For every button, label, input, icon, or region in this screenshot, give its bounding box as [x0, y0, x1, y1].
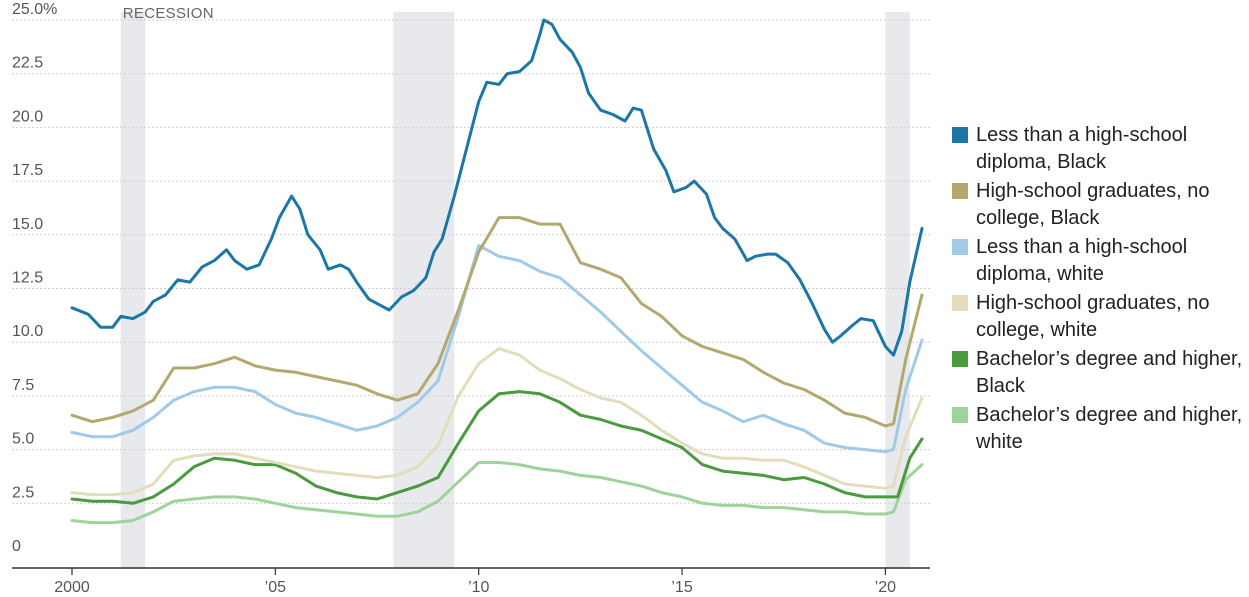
legend-item-black-bachelors: Bachelor’s degree and higher, Black: [952, 346, 1247, 400]
legend-label: High-school graduates, no college, Black: [976, 180, 1210, 229]
legend-label: Bachelor’s degree and higher, Black: [976, 348, 1243, 397]
legend-swatch: [952, 183, 968, 199]
y-tick-label: 17.5: [12, 162, 43, 179]
series-line-0: [70, 18, 924, 357]
x-tick-label: 2000: [54, 579, 90, 596]
x-tick-label: ’05: [265, 579, 286, 596]
y-tick-label: 2.5: [12, 484, 34, 501]
y-tick-label: 5.0: [12, 431, 34, 448]
y-tick-label: 20.0: [12, 108, 43, 125]
series-lines: [70, 18, 924, 525]
y-tick-label: 22.5: [12, 55, 43, 72]
y-tick-label: 12.5: [12, 270, 43, 287]
legend-label: Less than a high-school diploma, Black: [976, 124, 1188, 173]
legend-label: Bachelor’s degree and higher, white: [976, 404, 1243, 453]
y-tick-label: 25.0%: [12, 1, 57, 18]
x-tick-label: ’20: [875, 579, 896, 596]
legend-swatch: [952, 407, 968, 423]
legend-item-black-hs-grad: High-school graduates, no college, Black: [952, 178, 1247, 232]
axes: 2000 ’05 ’10 ’15 ’20: [12, 567, 930, 596]
recession-band: [120, 12, 146, 569]
legend-swatch: [952, 127, 968, 143]
legend: Less than a high-school diploma, Black H…: [952, 122, 1247, 458]
series-line-5: [70, 461, 924, 525]
legend-swatch: [952, 295, 968, 311]
legend-swatch: [952, 239, 968, 255]
recession-band: [885, 12, 910, 569]
series-line-1: [70, 216, 924, 428]
series-line-2: [70, 244, 924, 454]
gridlines: 0 2.5 5.0 7.5 10.0 12.5 15.0 17.5 20.0 22.5 25.0%: [12, 1, 930, 555]
x-tick-label: ’15: [671, 579, 692, 596]
legend-item-black-no-diploma: Less than a high-school diploma, Black: [952, 122, 1247, 176]
legend-item-white-hs-grad: High-school graduates, no college, white: [952, 290, 1247, 344]
series-line-4: [70, 390, 924, 505]
legend-label: High-school graduates, no college, white: [976, 292, 1210, 341]
recession-label: RECESSION: [123, 5, 214, 22]
x-tick-label: ’10: [468, 579, 489, 596]
y-tick-label: 10.0: [12, 323, 43, 340]
y-tick-label: 15.0: [12, 216, 43, 233]
y-tick-label: 7.5: [12, 377, 34, 394]
legend-item-white-bachelors: Bachelor’s degree and higher, white: [952, 402, 1247, 456]
legend-label: Less than a high-school diploma, white: [976, 236, 1188, 285]
legend-item-white-no-diploma: Less than a high-school diploma, white: [952, 234, 1247, 288]
y-tick-label: 0: [12, 538, 21, 555]
legend-swatch: [952, 351, 968, 367]
recession-bands: [120, 12, 910, 569]
recession-band: [393, 12, 455, 569]
series-line-3: [70, 347, 924, 497]
